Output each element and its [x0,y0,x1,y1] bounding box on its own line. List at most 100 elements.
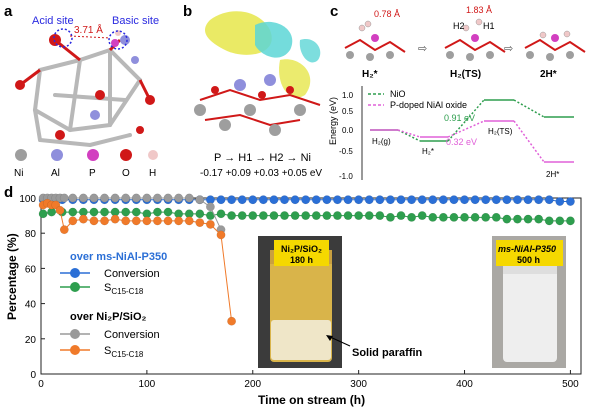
data-point [153,207,162,217]
y-axis-label: Percentage (%) [5,233,19,320]
data-point [470,212,480,222]
data-point [502,195,512,205]
panel-letter-b: b [183,3,192,20]
data-point [375,211,385,221]
pdoped-energy-path [370,120,574,163]
data-point [513,195,522,205]
charge-density-illustration [194,11,321,136]
data-point [78,214,88,224]
x-tick-label: 500 [562,379,579,390]
data-point [153,193,162,203]
legend-h-label: H [149,168,156,179]
data-point [110,193,120,203]
x-axis-label: Time on stream (h) [258,393,365,407]
data-point [565,197,575,206]
legend-group1-title: over ms-NiAl-P350 [70,251,167,263]
data-point [311,195,321,205]
data-point [460,195,469,205]
data-point [544,195,554,205]
series-3 [38,198,237,326]
data-point [216,230,226,240]
data-point [121,207,131,217]
data-point [68,207,78,217]
photo-left-line2: 180 h [290,255,313,265]
data-point [364,195,374,205]
paraffin-arrow-head-icon [326,335,333,341]
data-point [470,195,480,205]
data-point [163,193,173,203]
data-point [248,211,258,221]
charge-values-label: -0.17 +0.09 +0.03 +0.05 eV [200,168,322,179]
panel-a: a [4,3,159,179]
data-point [544,216,554,226]
site-distance-label: 3.71 Å [74,23,103,36]
series-2 [38,193,226,235]
legend-p-marker [87,149,99,161]
state-label-ts: H₂(TS) [488,127,513,136]
data-point [237,211,247,221]
data-point [396,211,406,221]
data-point [248,195,258,205]
photo-right-line1: ms-NiAl-P350 [498,244,556,254]
data-point [460,212,469,222]
h2-bond-length-label: 0.78 Å [374,9,400,19]
data-point [195,195,205,205]
data-point [417,211,427,221]
data-point [216,209,226,219]
data-point [343,211,353,221]
state-2h-title: 2H* [540,69,557,80]
data-point [110,214,120,224]
y-ticks: 0 20 40 60 80 100 [19,194,45,381]
data-point [205,219,215,229]
data-point [142,193,152,203]
legend-conv2-marker [70,329,80,339]
y-tick-label: 60 [25,264,37,275]
nio-barrier-label: 0.91 eV [444,113,475,123]
data-point [163,207,173,217]
data-point [269,211,279,221]
data-point [449,195,459,205]
state-structures: ⇨ ⇨ [344,18,586,61]
data-point [481,195,491,205]
data-point [481,212,491,222]
element-legend: Ni Al P O H [14,149,158,179]
data-point [216,195,226,205]
data-point [428,195,438,205]
series-layer [38,193,575,326]
paraffin-label: Solid paraffin [352,347,423,359]
x-tick-label: 100 [139,379,156,390]
data-point [258,211,268,221]
data-point [55,205,65,215]
data-point [153,216,162,226]
data-point [417,195,427,205]
y-tick-label: 40 [25,300,37,311]
pdoped-barrier-label: 0.32 eV [446,137,477,147]
data-point [195,209,205,219]
data-point [428,212,438,222]
site-distance-line [69,35,111,39]
data-point [142,216,152,226]
data-point [100,207,109,217]
energy-y-label: Energy (eV) [328,97,338,145]
data-point [269,195,279,205]
data-point [195,218,205,228]
y-tick-label: 100 [19,194,36,205]
data-point [89,207,99,217]
data-point [227,211,237,221]
data-point [407,195,417,205]
data-point [89,193,99,203]
photo-ms-nial-p350: ms-NiAl-P350 500 h [492,236,566,368]
arrow-1-icon: ⇨ [418,43,427,55]
data-point [385,212,395,222]
legend-conv1-marker [70,268,80,278]
photo-left-tag [274,240,329,266]
energy-ytick-label: 0.0 [342,126,354,135]
x-tick-label: 400 [456,379,473,390]
data-point [301,211,311,221]
data-point [523,214,533,224]
data-point [322,195,332,205]
arrow-2-icon: ⇨ [504,43,513,55]
legend-pdoped-label: P-doped NiAl oxide [390,100,467,110]
data-point [354,211,364,221]
acid-site-label: Acid site [32,15,74,27]
